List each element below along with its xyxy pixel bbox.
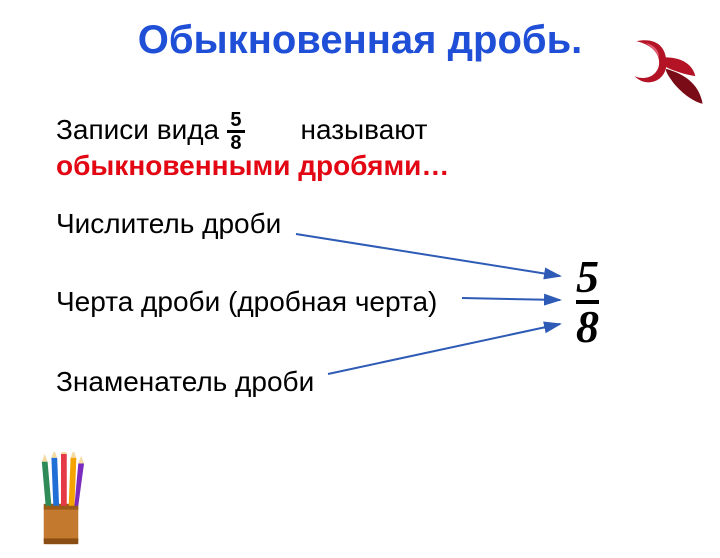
pencils-icon: [22, 452, 100, 548]
label-numerator: Числитель дроби: [56, 208, 281, 240]
intro-prefix: Записи вида: [56, 114, 219, 145]
inline-fraction-numerator: 5: [230, 110, 241, 130]
ribbon-icon: [618, 32, 710, 124]
big-fraction-numerator: 5: [576, 254, 599, 300]
inline-fraction: 5 8: [227, 110, 245, 153]
label-denominator: Знаменатель дроби: [56, 366, 314, 398]
ribbon-decoration: [618, 32, 710, 124]
pencils-decoration: [22, 452, 100, 548]
intro-line-2: обыкновенными дробями…: [56, 150, 449, 182]
intro-line-1: Записи вида 5 8 называют: [56, 110, 428, 153]
label-bar: Черта дроби (дробная черта): [56, 286, 437, 318]
page-title: Обыкновенная дробь.: [0, 18, 720, 63]
intro-suffix: называют: [300, 114, 427, 145]
big-fraction-denominator: 8: [576, 304, 599, 350]
big-fraction: 5 8: [576, 254, 599, 350]
